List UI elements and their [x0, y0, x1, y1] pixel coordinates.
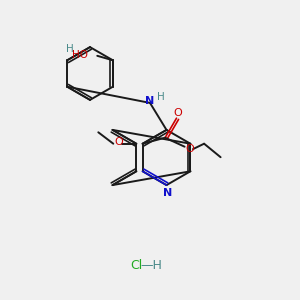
Text: HO: HO [72, 50, 88, 60]
Text: O: O [185, 144, 194, 154]
Text: O: O [114, 137, 123, 147]
Text: O: O [173, 108, 182, 118]
Text: H: H [66, 44, 74, 54]
Text: —H: —H [141, 259, 162, 272]
Text: N: N [163, 188, 172, 199]
Text: H: H [157, 92, 164, 103]
Text: N: N [145, 96, 154, 106]
Text: Cl: Cl [130, 259, 142, 272]
